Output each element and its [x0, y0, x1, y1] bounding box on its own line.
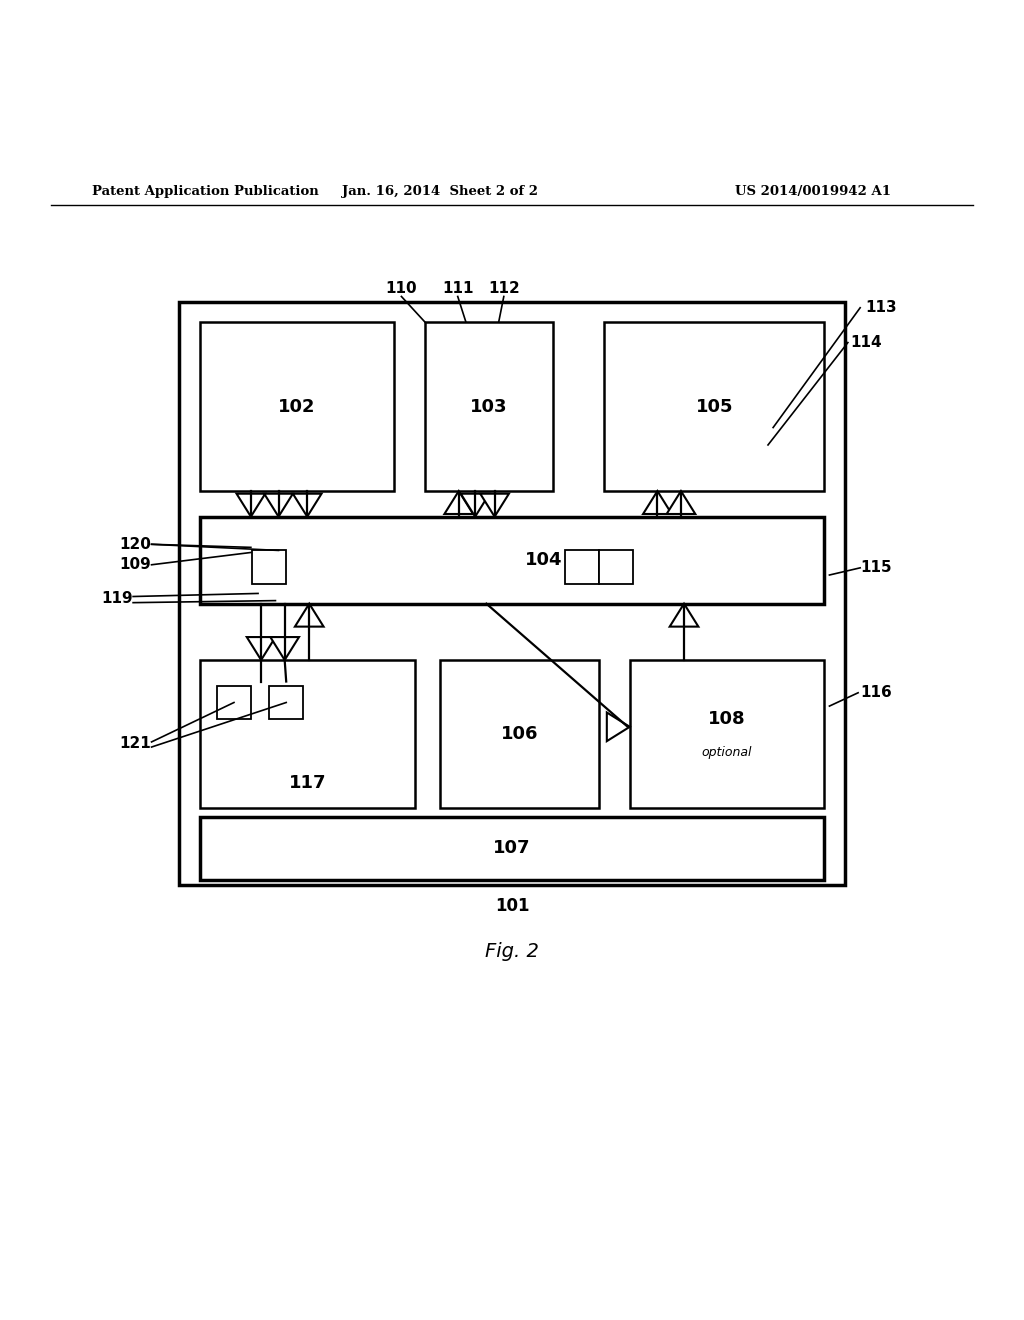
Text: 101: 101: [495, 896, 529, 915]
Text: 116: 116: [860, 685, 892, 701]
Text: 111: 111: [442, 281, 473, 297]
Bar: [200, 817, 824, 880]
Bar: [217, 685, 251, 719]
Polygon shape: [247, 638, 275, 660]
Text: 115: 115: [860, 560, 892, 576]
Bar: [565, 550, 599, 583]
Text: Patent Application Publication: Patent Application Publication: [92, 185, 318, 198]
Text: 112: 112: [487, 281, 520, 297]
Polygon shape: [295, 603, 324, 627]
Bar: [571, 556, 593, 578]
Bar: [200, 516, 824, 603]
Bar: [440, 660, 599, 808]
Polygon shape: [293, 494, 322, 516]
Bar: [630, 660, 824, 808]
Text: 105: 105: [695, 397, 733, 416]
Bar: [269, 685, 303, 719]
Polygon shape: [264, 494, 293, 516]
Bar: [200, 660, 415, 808]
Text: 120: 120: [120, 537, 152, 552]
Text: 113: 113: [865, 300, 897, 315]
Bar: [599, 550, 633, 583]
Polygon shape: [607, 713, 630, 741]
Bar: [258, 556, 280, 578]
Text: 117: 117: [289, 774, 326, 792]
Polygon shape: [670, 603, 698, 627]
Bar: [223, 692, 245, 713]
Text: 103: 103: [470, 397, 508, 416]
Bar: [604, 322, 824, 491]
Text: Fig. 2: Fig. 2: [485, 942, 539, 961]
Text: 108: 108: [709, 710, 745, 727]
Text: optional: optional: [701, 746, 753, 759]
Text: 109: 109: [120, 557, 152, 573]
Text: Jan. 16, 2014  Sheet 2 of 2: Jan. 16, 2014 Sheet 2 of 2: [342, 185, 539, 198]
Bar: [252, 550, 286, 583]
Polygon shape: [667, 491, 695, 513]
Polygon shape: [480, 494, 509, 516]
Text: 106: 106: [501, 725, 539, 743]
Text: 104: 104: [524, 552, 562, 569]
Text: 114: 114: [850, 335, 882, 350]
Polygon shape: [461, 494, 489, 516]
Bar: [605, 556, 627, 578]
Polygon shape: [270, 638, 299, 660]
Text: 119: 119: [101, 591, 133, 606]
Polygon shape: [444, 491, 473, 513]
Text: US 2014/0019942 A1: US 2014/0019942 A1: [735, 185, 891, 198]
Bar: [425, 322, 553, 491]
Bar: [179, 301, 845, 886]
Text: 107: 107: [494, 840, 530, 858]
Text: 102: 102: [279, 397, 315, 416]
Bar: [200, 322, 394, 491]
Polygon shape: [237, 494, 265, 516]
Polygon shape: [643, 491, 672, 513]
Bar: [275, 692, 297, 713]
Text: 110: 110: [386, 281, 417, 297]
Text: 121: 121: [120, 737, 152, 751]
